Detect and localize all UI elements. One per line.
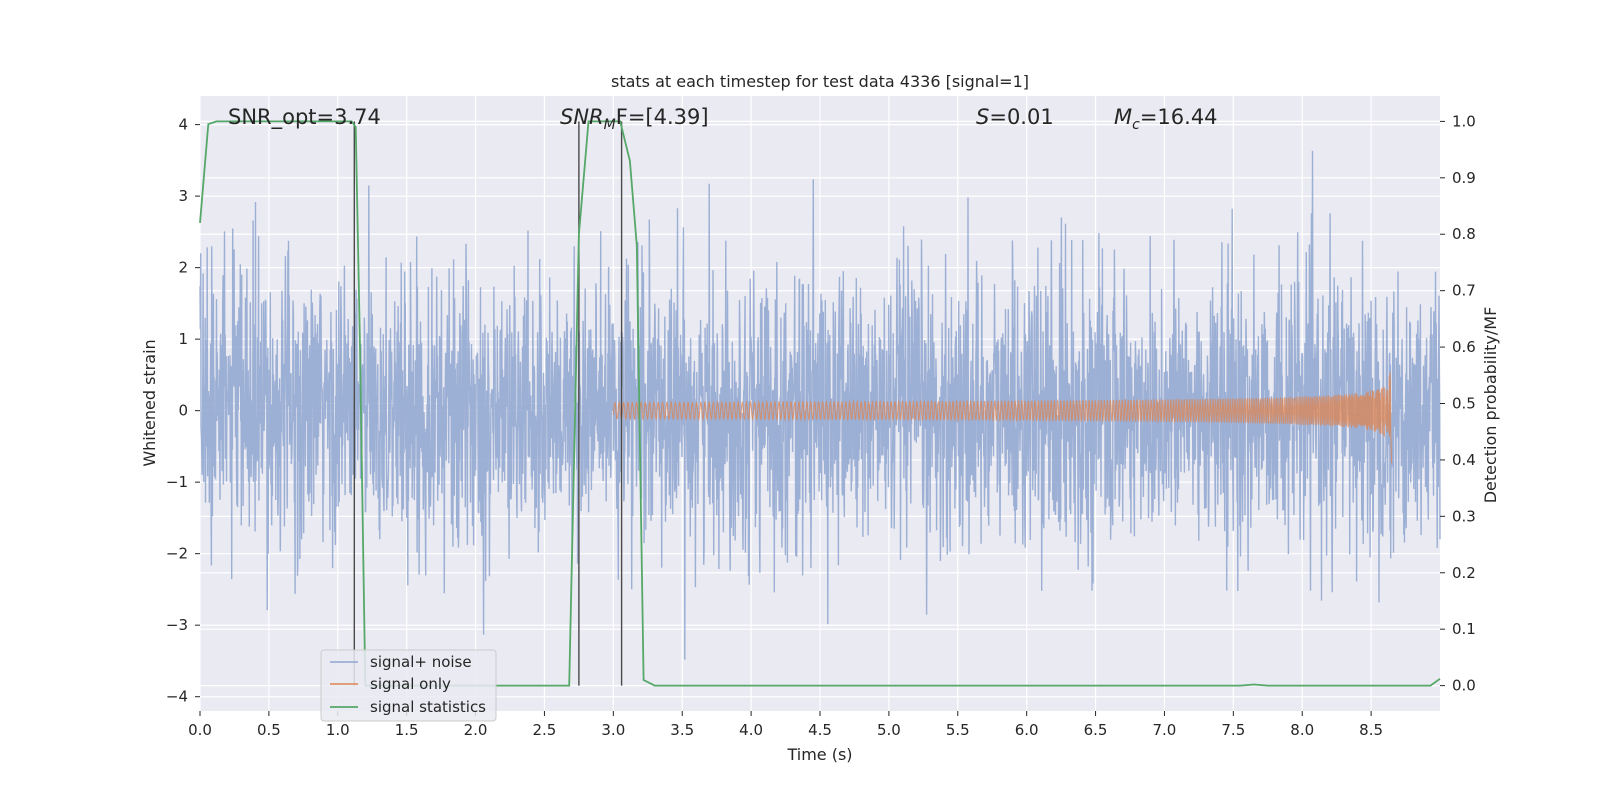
y-tick-label: −2: [166, 545, 188, 563]
y-tick-label: 0: [178, 402, 188, 420]
chart-title: stats at each timestep for test data 433…: [611, 72, 1029, 91]
y-tick-label: −4: [166, 688, 188, 706]
annotation-snr-mf: SNRMF=[4.39]: [560, 105, 709, 133]
annotation-snr-mf-rest: F=[4.39]: [616, 105, 709, 129]
annotation-snr-opt: SNR_opt=3.74: [228, 105, 381, 130]
x-tick-label: 2.5: [533, 721, 557, 739]
x-axis-label: Time (s): [786, 745, 852, 764]
y-right-tick-label: 0.1: [1452, 620, 1476, 638]
annotation-s: S=0.01: [976, 105, 1054, 129]
x-tick-label: 1.0: [326, 721, 350, 739]
y-tick-label: 2: [178, 259, 188, 277]
annotations: SNR_opt=3.74 SNRMF=[4.39] S=0.01 Mc=16.4…: [228, 105, 1218, 133]
series-signal-statistics: [199, 120, 1441, 687]
annotation-s-main: S: [976, 105, 989, 129]
annotation-s-rest: =0.01: [989, 105, 1053, 129]
y-tick-label: −1: [166, 473, 188, 491]
legend-label-signal-noise: signal+ noise: [370, 653, 472, 671]
x-tick-label: 2.0: [464, 721, 488, 739]
y-tick-label: −3: [166, 616, 188, 634]
x-tick-label: 0.5: [257, 721, 281, 739]
annotation-mc: Mc=16.44: [1114, 105, 1218, 133]
x-tick-label: 1.5: [395, 721, 419, 739]
annotation-snr-mf-sub: M: [604, 117, 616, 133]
x-tick-label: 3.0: [601, 721, 625, 739]
line-signal-only: [612, 372, 1393, 464]
annotation-mc-sub: c: [1132, 117, 1140, 133]
annotation-mc-rest: =16.44: [1140, 105, 1218, 129]
x-tick-label: 8.0: [1290, 721, 1314, 739]
y-tick-label: 1: [178, 330, 188, 348]
series-signal-noise: [199, 150, 1441, 660]
series-signal-only: [612, 372, 1393, 464]
y-axis-right-label: Detection probability/MF: [1481, 307, 1500, 504]
x-tick-label: 4.5: [808, 721, 832, 739]
annotation-snr-mf-main: SNR: [560, 105, 604, 129]
x-tick-label: 3.5: [670, 721, 694, 739]
tick-labels: 0.0 0.5 1.0 1.5 2.0 2.5 3.0 3.5 4.0 4.5 5.0 5.5 6.0 6…: [166, 112, 1476, 739]
legend: signal+ noise signal only signal statist…: [320, 649, 497, 722]
y-right-tick-label: 0.5: [1452, 395, 1476, 413]
y-tick-label: 4: [178, 116, 188, 134]
x-tick-label: 8.5: [1359, 721, 1383, 739]
annotation-mc-main: M: [1114, 105, 1132, 129]
y-right-tick-label: 0.7: [1452, 282, 1476, 300]
y-axis-label: Whitened strain: [140, 339, 159, 466]
y-tick-label: 3: [178, 187, 188, 205]
y-right-tick-label: 0.8: [1452, 225, 1476, 243]
x-tick-label: 6.5: [1084, 721, 1108, 739]
legend-label-signal-statistics: signal statistics: [370, 698, 486, 716]
x-tick-label: 0.0: [188, 721, 212, 739]
x-tick-label: 5.5: [946, 721, 970, 739]
x-tick-label: 4.0: [739, 721, 763, 739]
vertical-markers: [353, 121, 623, 686]
line-signal-noise: [199, 150, 1441, 660]
y-right-tick-label: 0.3: [1452, 507, 1476, 525]
y-right-tick-label: 0.2: [1452, 564, 1476, 582]
x-tick-label: 5.0: [877, 721, 901, 739]
x-tick-label: 7.0: [1153, 721, 1177, 739]
y-right-tick-label: 0.4: [1452, 451, 1476, 469]
line-signal-statistics: [199, 120, 1441, 687]
legend-label-signal-only: signal only: [370, 675, 451, 693]
x-tick-label: 6.0: [1015, 721, 1039, 739]
legend-box: [320, 649, 497, 722]
x-tick-label: 7.5: [1221, 721, 1245, 739]
y-right-tick-label: 1.0: [1452, 112, 1476, 130]
y-right-tick-label: 0.6: [1452, 338, 1476, 356]
y-right-tick-label: 0.0: [1452, 677, 1476, 695]
y-right-tick-label: 0.9: [1452, 169, 1476, 187]
